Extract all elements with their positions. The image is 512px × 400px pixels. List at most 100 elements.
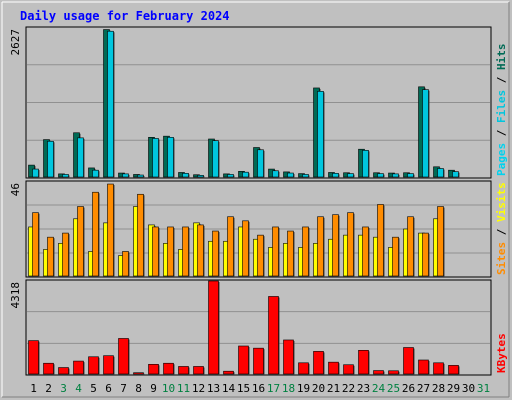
x-tick-label: 11 <box>177 382 190 395</box>
bar-kbytes <box>433 362 444 375</box>
bar-visits <box>377 204 384 277</box>
bar-files <box>107 30 114 178</box>
bar-files <box>302 174 309 178</box>
bar-kbytes <box>328 361 339 375</box>
x-tick-label: 10 <box>162 382 175 395</box>
legend-entry: Visits <box>495 182 508 222</box>
bar-kbytes <box>253 347 264 375</box>
bar-kbytes <box>343 364 354 375</box>
bar-kbytes <box>283 339 294 375</box>
bar-visits <box>122 251 129 277</box>
bar-visits <box>362 226 369 277</box>
bar-visits <box>422 232 429 277</box>
panel-bottom-scale-label: 4318 <box>9 282 22 309</box>
legend-entry: KBytes <box>495 333 508 373</box>
panel-bottom-legend: KBytes <box>495 333 508 373</box>
bar-visits <box>212 230 219 277</box>
bar-files <box>377 173 384 178</box>
x-tick-label: 2 <box>45 382 52 395</box>
bar-kbytes <box>88 356 99 375</box>
bar-kbytes <box>358 350 369 375</box>
bar-kbytes <box>193 366 204 375</box>
bar-kbytes <box>103 355 114 375</box>
bar-kbytes <box>208 280 219 375</box>
bar-kbytes <box>373 370 384 375</box>
bar-visits <box>242 220 249 277</box>
bar-files <box>272 170 279 178</box>
bar-visits <box>197 224 204 277</box>
bar-visits <box>332 214 339 277</box>
panel-top-scale-label: 2627 <box>9 29 22 56</box>
x-tick-label: 26 <box>402 382 415 395</box>
x-tick-label: 19 <box>297 382 310 395</box>
x-tick-label: 16 <box>252 382 265 395</box>
bar-files <box>167 136 174 178</box>
bar-kbytes <box>73 360 84 375</box>
legend-entry: Pages <box>495 143 508 176</box>
bar-files <box>77 137 84 178</box>
bar-files <box>257 149 264 178</box>
bar-visits <box>137 193 144 277</box>
x-tick-label: 8 <box>135 382 142 395</box>
legend-entry: / <box>495 70 508 90</box>
bar-visits <box>62 232 69 277</box>
bar-files <box>287 172 294 178</box>
bar-kbytes <box>223 370 234 375</box>
x-tick-label: 6 <box>105 382 112 395</box>
bar-files <box>362 150 369 178</box>
bar-files <box>227 174 234 178</box>
bar-files <box>212 140 219 178</box>
bar-visits <box>92 191 99 277</box>
bar-files <box>152 138 159 178</box>
x-tick-label: 24 <box>372 382 386 395</box>
panel-top-legend: Pages / Files / Hits <box>495 44 508 177</box>
bar-visits <box>167 226 174 277</box>
legend-entry: / <box>495 222 508 242</box>
panel-middle-legend: Sites / Visits <box>495 182 508 275</box>
bar-files <box>347 173 354 178</box>
bar-files <box>452 171 459 178</box>
bar-kbytes <box>133 372 144 375</box>
x-tick-label: 21 <box>327 382 340 395</box>
bar-kbytes <box>28 340 39 375</box>
x-tick-label: 25 <box>387 382 400 395</box>
bar-files <box>137 174 144 178</box>
bar-kbytes <box>43 362 54 375</box>
bar-visits <box>47 236 54 277</box>
x-tick-label: 3 <box>60 382 67 395</box>
bar-kbytes <box>118 338 129 375</box>
x-tick-label: 18 <box>282 382 295 395</box>
bar-visits <box>437 206 444 277</box>
bar-visits <box>347 212 354 277</box>
x-tick-label: 9 <box>150 382 157 395</box>
x-tick-label: 15 <box>237 382 250 395</box>
bar-kbytes <box>148 364 159 375</box>
bar-kbytes <box>58 367 69 375</box>
bar-files <box>92 169 99 178</box>
panel-middle-scale-label: 46 <box>9 183 22 196</box>
bar-files <box>422 89 429 178</box>
bar-kbytes <box>268 296 279 375</box>
bar-files <box>122 173 129 178</box>
bar-files <box>47 140 54 178</box>
x-tick-label: 12 <box>192 382 205 395</box>
x-tick-label: 14 <box>222 382 236 395</box>
bar-kbytes <box>448 365 459 375</box>
bar-files <box>407 173 414 178</box>
bar-visits <box>227 216 234 277</box>
bar-files <box>332 173 339 178</box>
x-tick-label: 20 <box>312 382 325 395</box>
x-tick-label: 23 <box>357 382 370 395</box>
bar-files <box>197 174 204 178</box>
bar-files <box>182 173 189 178</box>
legend-entry: Hits <box>495 44 508 71</box>
x-tick-label: 31 <box>477 382 490 395</box>
x-tick-label: 17 <box>267 382 280 395</box>
bar-visits <box>407 216 414 277</box>
bar-visits <box>257 234 264 277</box>
bar-visits <box>317 216 324 277</box>
bar-kbytes <box>298 362 309 375</box>
bar-kbytes <box>163 362 174 375</box>
bar-visits <box>32 212 39 277</box>
